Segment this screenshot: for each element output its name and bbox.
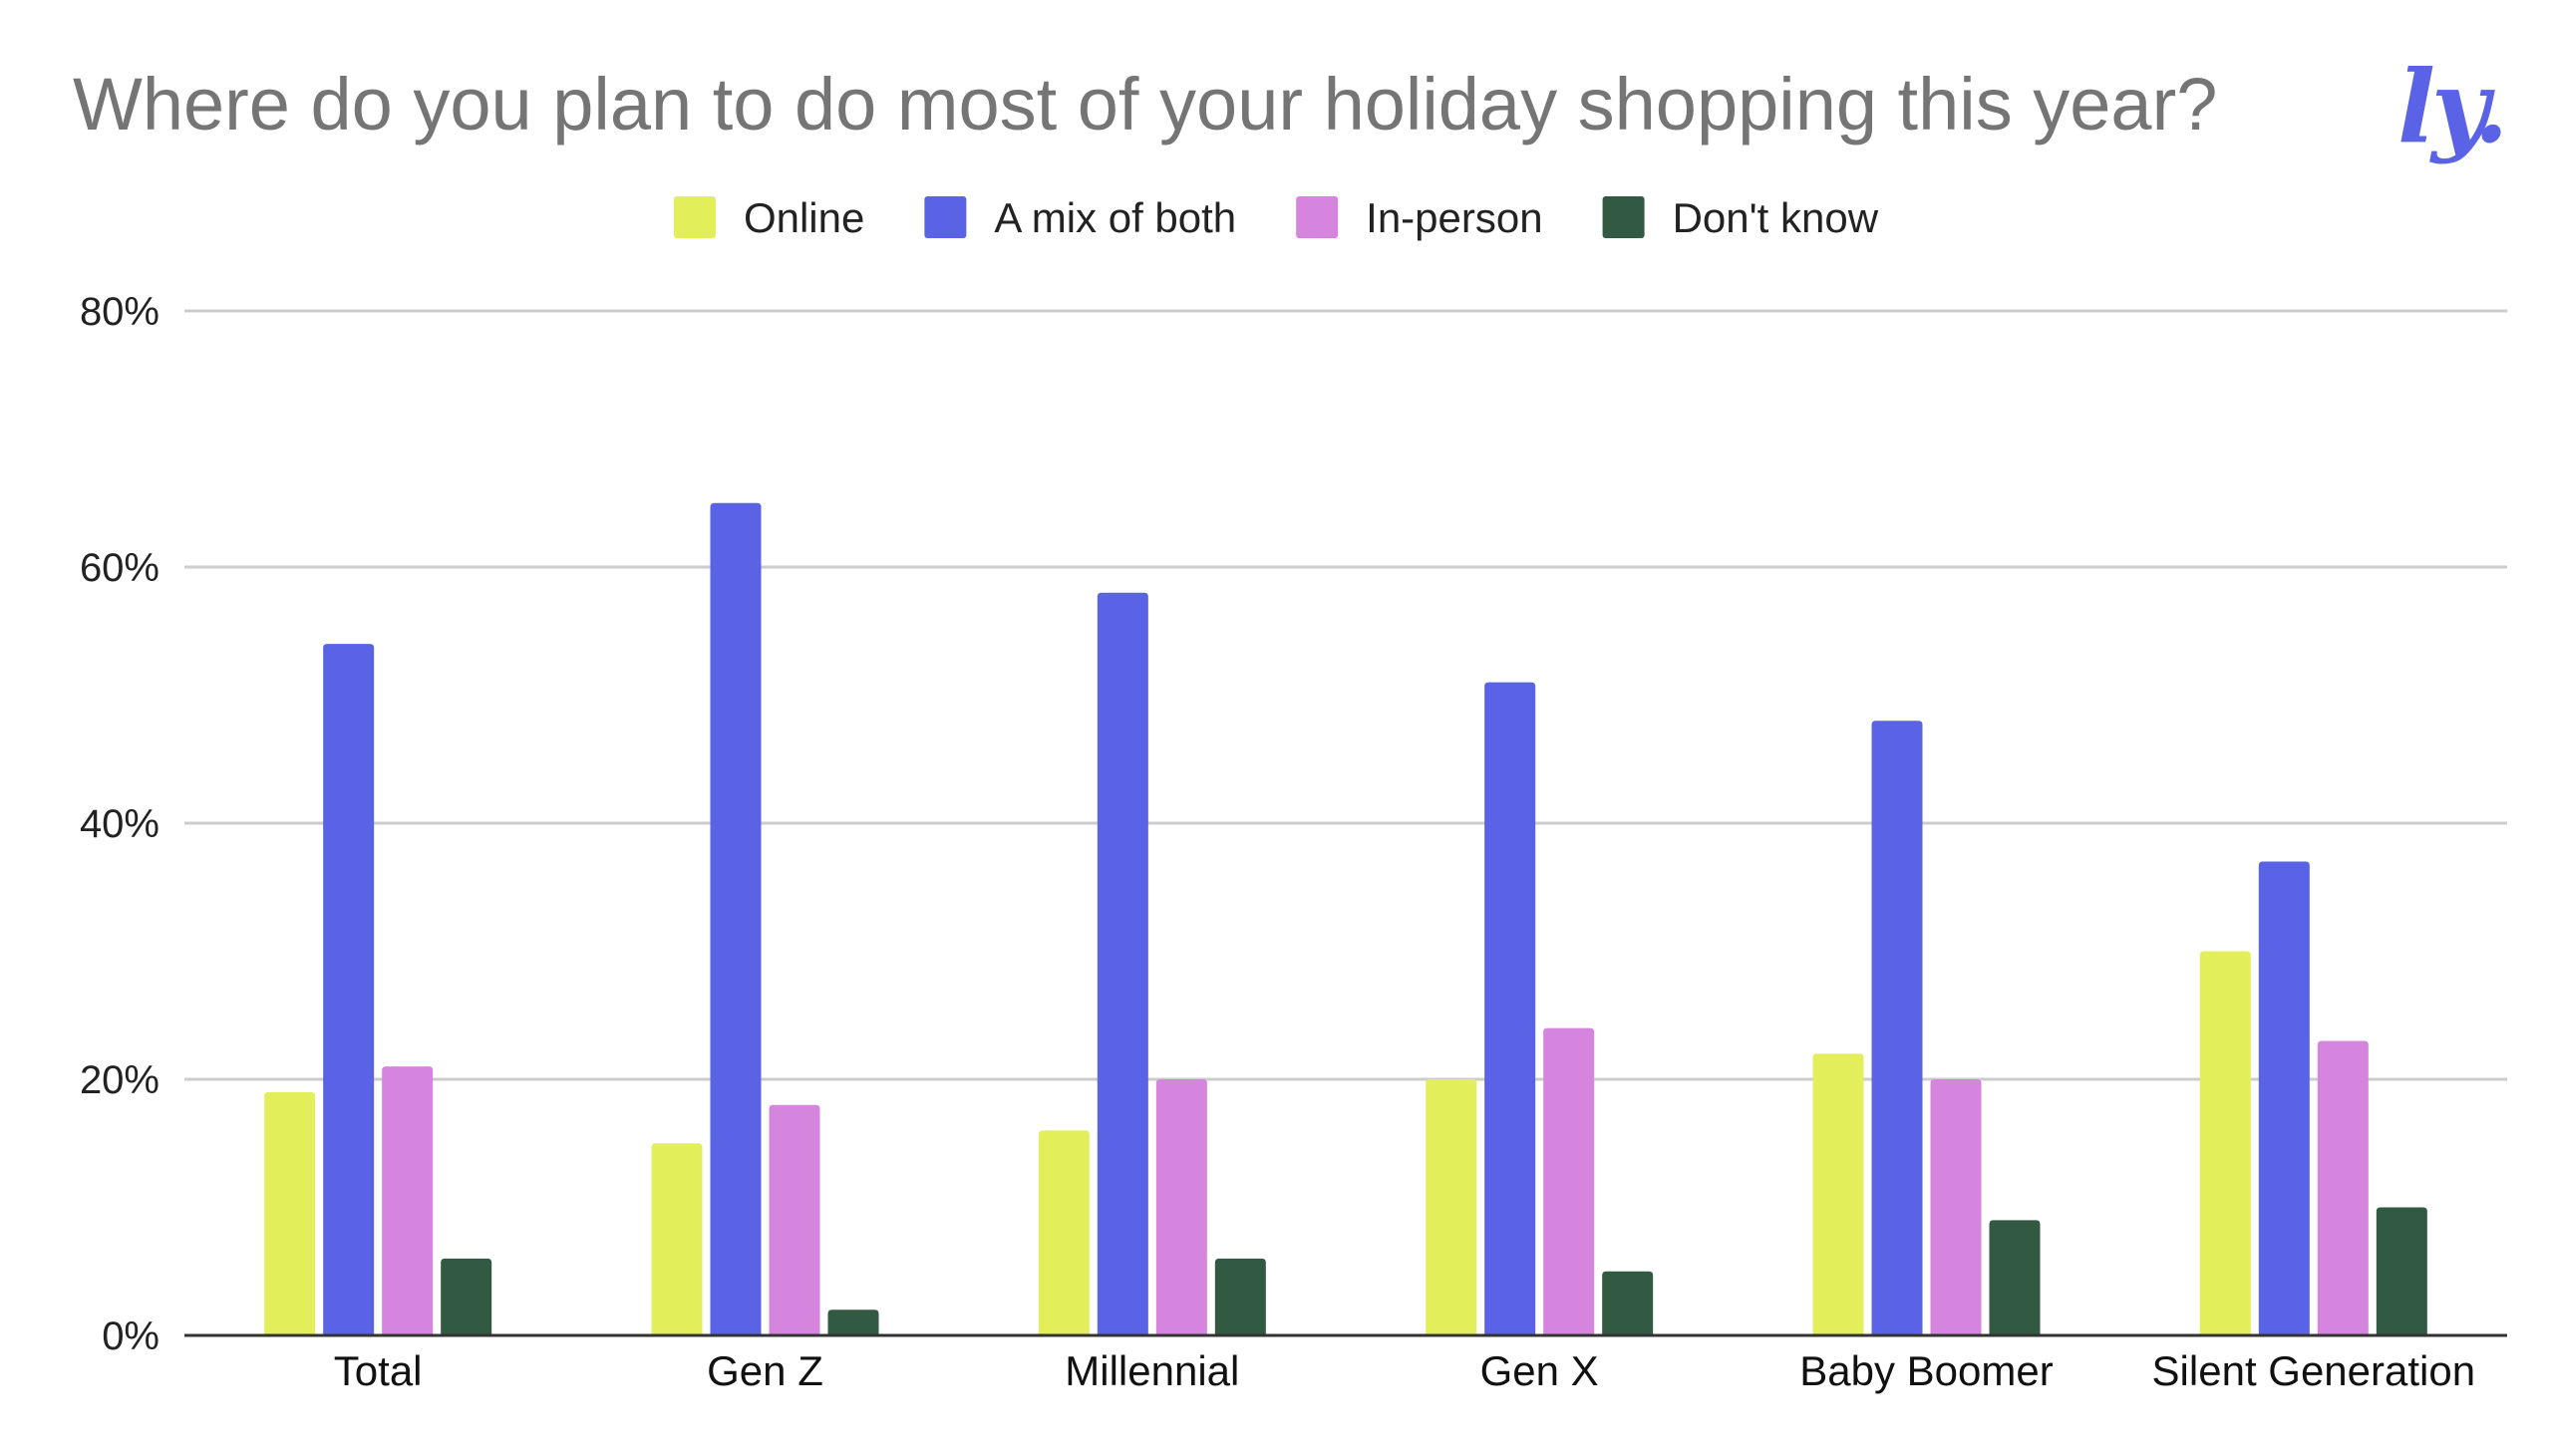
bar: [264, 1091, 316, 1335]
x-category-label: Baby Boomer: [1799, 1347, 2053, 1394]
brand-logo: ly.: [2397, 48, 2508, 165]
legend-swatch: [673, 196, 716, 238]
legend-swatch: [1296, 196, 1339, 238]
x-category-label: Millennial: [1065, 1347, 1239, 1394]
bar: [1155, 1079, 1207, 1335]
legend-swatch: [924, 196, 967, 238]
bar: [651, 1143, 703, 1335]
chart-title: Where do you plan to do most of your hol…: [73, 63, 2218, 146]
legend-swatch: [1602, 196, 1645, 238]
bar: [2258, 861, 2310, 1335]
bar: [1097, 592, 1148, 1335]
bar: [1426, 1079, 1477, 1335]
bar: [827, 1310, 879, 1335]
bar: [710, 502, 762, 1335]
y-tick-label: 40%: [80, 802, 160, 846]
y-tick-label: 20%: [80, 1058, 160, 1102]
legend: Online A mix of both In-person Don't know: [673, 194, 1879, 241]
bar: [1930, 1079, 1982, 1335]
x-category-label: Silent Generation: [2152, 1347, 2476, 1394]
bar: [2199, 951, 2251, 1335]
x-category-label: Gen Z: [707, 1347, 823, 1394]
bar: [1214, 1258, 1266, 1335]
y-tick-label: 60%: [80, 546, 160, 590]
bar: [2317, 1040, 2369, 1335]
gridlines: [184, 309, 2507, 1081]
bar: [1871, 721, 1923, 1335]
legend-label: A mix of both: [994, 194, 1236, 241]
bar: [2376, 1207, 2427, 1335]
legend-label: Don't know: [1673, 194, 1879, 241]
bar: [1989, 1220, 2041, 1335]
bar: [1543, 1027, 1595, 1335]
legend-label: In-person: [1366, 194, 1542, 241]
bars: [264, 502, 2427, 1335]
bar: [1038, 1130, 1090, 1335]
bar: [323, 644, 375, 1335]
x-category-label: Total: [334, 1347, 423, 1394]
x-axis-labels: Total Gen Z Millennial Gen X Baby Boomer Sile…: [334, 1347, 2475, 1394]
legend-label: Online: [744, 194, 864, 241]
x-category-label: Gen X: [1480, 1347, 1599, 1394]
y-axis-ticks: 0% 20% 40% 60% 80%: [80, 290, 160, 1358]
y-tick-label: 80%: [80, 290, 160, 334]
bar: [1484, 682, 1536, 1335]
bar: [1812, 1053, 1864, 1335]
y-tick-label: 0%: [102, 1314, 160, 1358]
bar: [441, 1258, 492, 1335]
bar: [1602, 1271, 1654, 1335]
bar: [769, 1104, 820, 1335]
bar: [382, 1066, 434, 1335]
